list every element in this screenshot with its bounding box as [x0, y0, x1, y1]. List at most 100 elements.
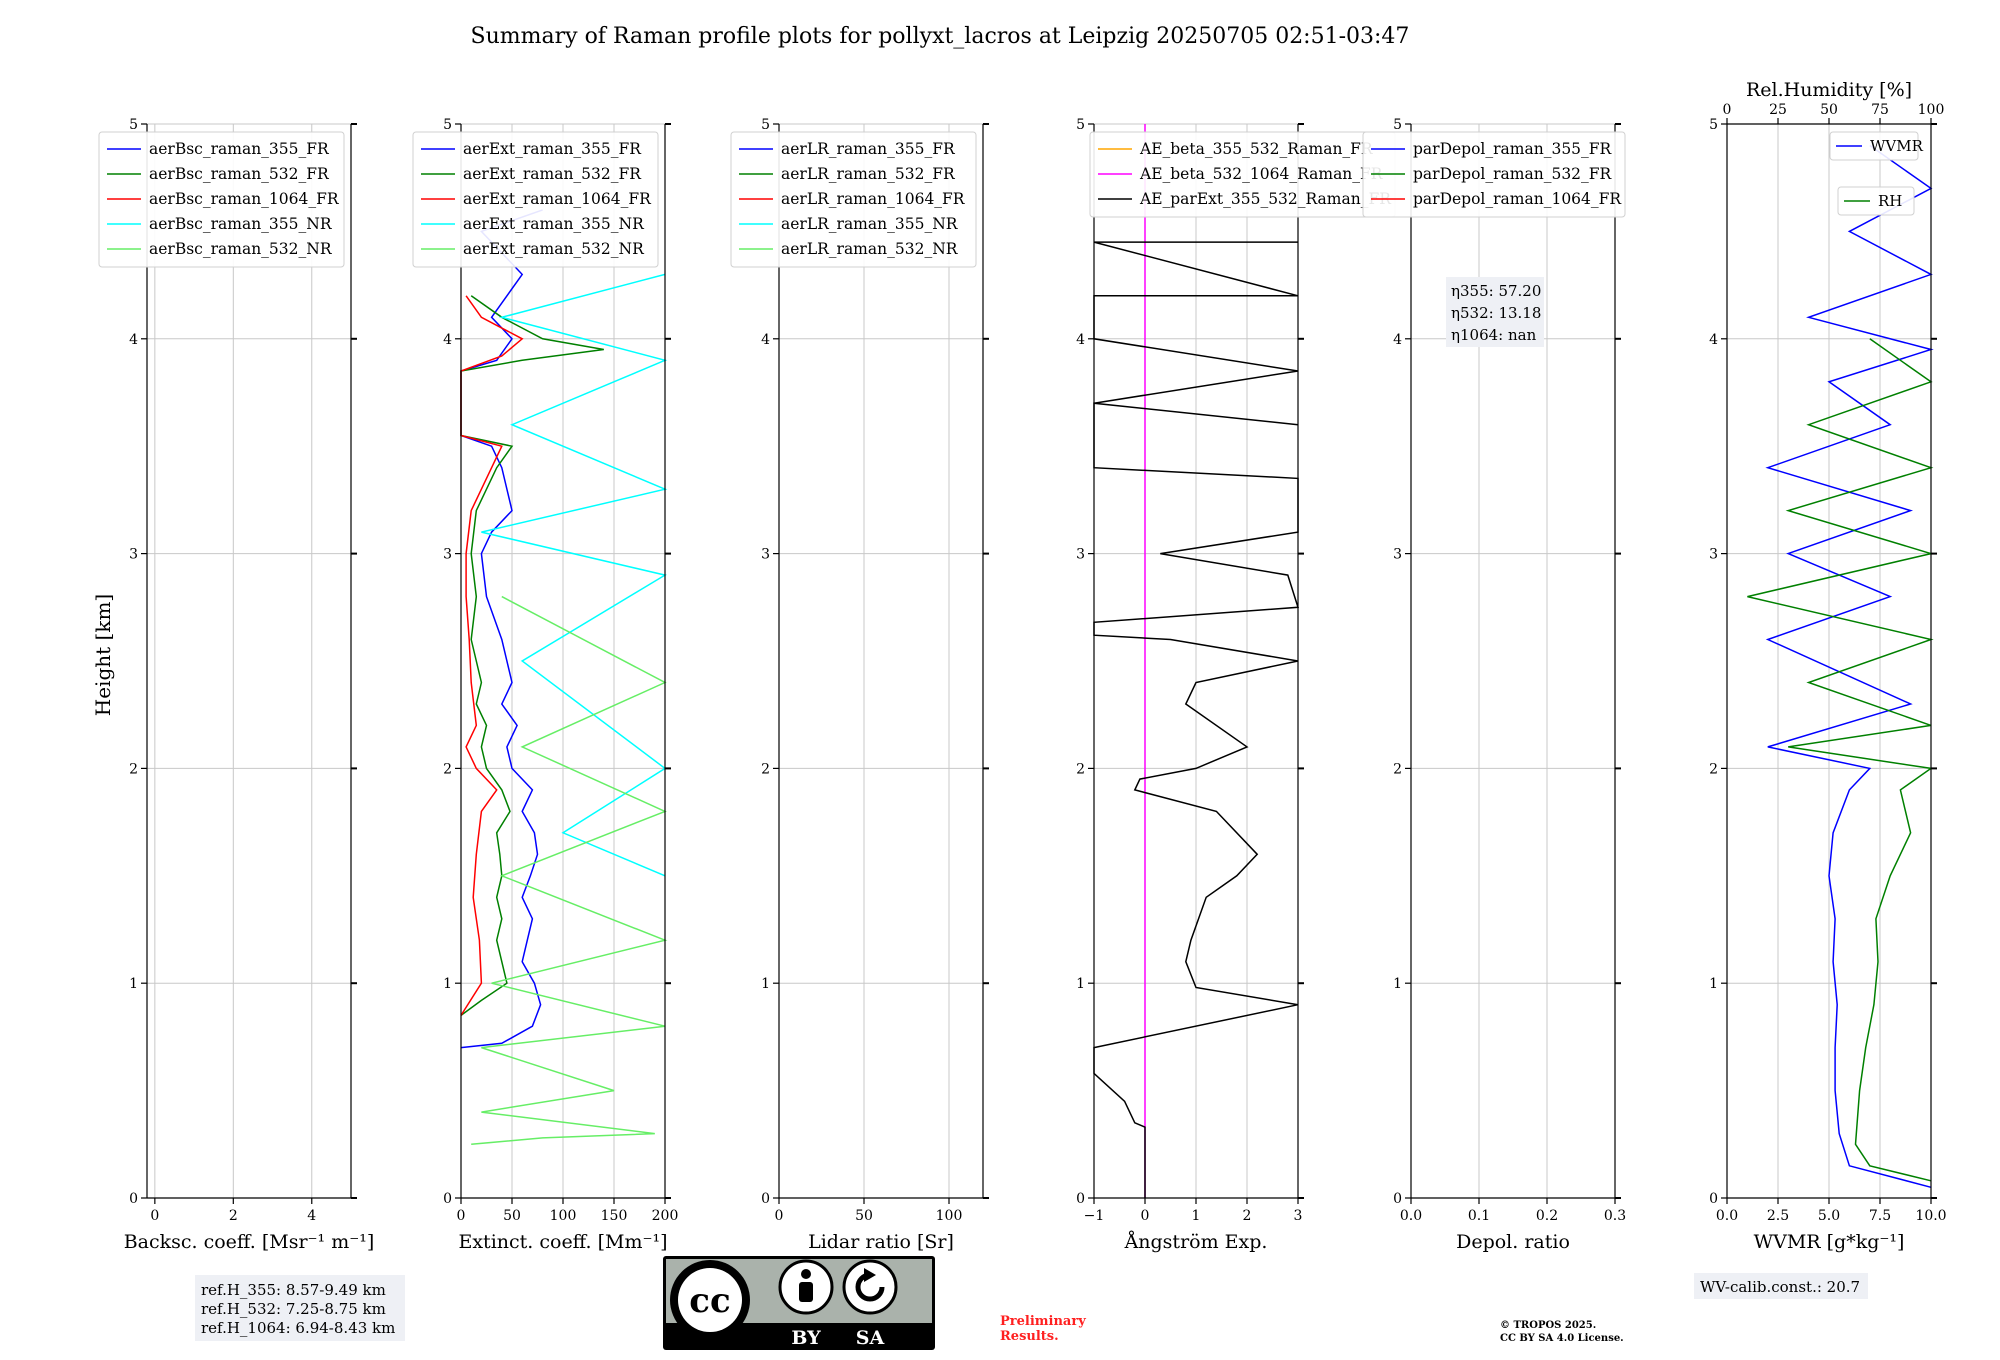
series-line [460, 209, 543, 1049]
x-axis-label: Extinct. coeff. [Mm⁻¹] [458, 1231, 667, 1253]
eta-box: η355: 57.20 η532: 13.18 η1064: nan [1446, 277, 1544, 347]
legend: aerLR_raman_355_FR aerLR_raman_532_FR aerL… [730, 131, 977, 268]
y-tick-label: 4 [129, 332, 138, 348]
y-axis-label: Height [km] [91, 594, 115, 716]
y-tick-label: 0 [1709, 1191, 1718, 1207]
y-tick-label: 3 [443, 547, 452, 563]
x-tick-label: 3 [1294, 1208, 1303, 1224]
x-tick-label: 0.0 [1400, 1208, 1422, 1224]
x2-tick-label: 0 [1723, 102, 1732, 118]
legend-label: aerLR_raman_532_NR [781, 240, 959, 258]
x-tick-label: 4 [307, 1208, 316, 1224]
series-line [460, 295, 604, 1017]
legend-label: aerExt_raman_532_FR [463, 165, 642, 183]
legend-frame [1362, 131, 1626, 218]
y-tick-label: 5 [1393, 117, 1402, 133]
legend-label: aerLR_raman_355_NR [781, 215, 959, 233]
legend-label: parDepol_raman_355_FR [1413, 140, 1613, 158]
panel-6: 0 1 2 3 4 5 0.0 2.5 5.0 7.5 10.0 WVMR [g*kg⁻¹] 0 25 50… [1709, 79, 1947, 1253]
x-tick-label: 0 [775, 1208, 784, 1224]
ref-heights-box: ref.H_355: 8.57-9.49 km ref.H_532: 7.25-… [195, 1275, 405, 1341]
x-tick-label: −1 [1084, 1208, 1105, 1224]
series-line [481, 273, 668, 877]
legend-label: aerExt_raman_355_NR [463, 215, 645, 233]
y-tick-label: 5 [761, 117, 770, 133]
y-tick-label: 0 [129, 1191, 138, 1207]
legend-label: WVMR [1870, 137, 1924, 155]
x-tick-label: 2 [1243, 1208, 1252, 1224]
x-tick-label: 5.0 [1818, 1208, 1840, 1224]
y-tick-label: 0 [1076, 1191, 1085, 1207]
x-tick-label: 100 [936, 1208, 963, 1224]
preliminary-line-2: Results. [1000, 1329, 1059, 1344]
y-tick-label: 2 [1076, 761, 1085, 777]
x2-tick-label: 75 [1871, 102, 1889, 118]
y-tick-label: 3 [1076, 547, 1085, 563]
y-tick-label: 0 [761, 1191, 770, 1207]
ref-h-355: ref.H_355: 8.57-9.49 km [201, 1281, 386, 1299]
legend-label: AE_beta_355_532_Raman_FR [1139, 140, 1374, 158]
legend-label: aerBsc_raman_532_NR [149, 240, 333, 258]
legend-label: AE_beta_532_1064_Raman_FR [1139, 165, 1384, 183]
y-tick-label: 3 [1393, 547, 1402, 563]
x-tick-label: 50 [503, 1208, 521, 1224]
x2-tick-label: 50 [1820, 102, 1838, 118]
series-line [471, 595, 668, 1146]
y-tick-label: 3 [1709, 547, 1718, 563]
legend-label: aerBsc_raman_532_FR [149, 165, 330, 183]
legend: AE_beta_355_532_Raman_FR AE_beta_532_1064… [1089, 131, 1396, 218]
copyright-line-1: © TROPOS 2025. [1500, 1320, 1596, 1331]
legend-label: RH [1878, 192, 1902, 210]
sa-label: SA [856, 1327, 885, 1349]
x-tick-label: 2 [229, 1208, 238, 1224]
x-tick-label: 7.5 [1869, 1208, 1891, 1224]
y-tick-label: 1 [761, 976, 770, 992]
legend-label: aerExt_raman_355_FR [463, 140, 642, 158]
x-tick-label: 0 [150, 1208, 159, 1224]
legend: WVMR RH [1829, 131, 1924, 216]
cc-icon-text: cc [689, 1281, 730, 1321]
y-tick-label: 4 [761, 332, 770, 348]
x2-axis-label: Rel.Humidity [%] [1746, 79, 1912, 101]
legend-label: aerLR_raman_1064_FR [781, 190, 966, 208]
x-tick-label: 2.5 [1767, 1208, 1789, 1224]
legend-label: aerLR_raman_355_FR [781, 140, 956, 158]
x-tick-label: 100 [550, 1208, 577, 1224]
x-axis-label: Lidar ratio [Sr] [808, 1231, 954, 1253]
x-tick-label: 0.2 [1536, 1208, 1558, 1224]
ref-h-1064: ref.H_1064: 6.94-8.43 km [201, 1319, 395, 1337]
series-line [1093, 241, 1300, 1198]
sa-share-icon [842, 1259, 898, 1315]
panel-5: 0 1 2 3 4 5 0.0 0.1 0.2 0.3 Depol. ratio parDepol_r… [1362, 117, 1626, 1253]
by-label: BY [791, 1327, 821, 1349]
x-axis-label: Depol. ratio [1456, 1231, 1570, 1253]
x-tick-label: 200 [652, 1208, 679, 1224]
legend-frame [730, 131, 977, 268]
x-tick-label: 10.0 [1915, 1208, 1946, 1224]
legend: aerExt_raman_355_FR aerExt_raman_532_FRae… [412, 131, 659, 268]
eta-532: η532: 13.18 [1451, 304, 1541, 322]
y-tick-label: 0 [1393, 1191, 1402, 1207]
x-tick-label: 150 [601, 1208, 628, 1224]
preliminary-line-1: Preliminary [1000, 1314, 1086, 1329]
legend-label: AE_parExt_355_532_Raman_FR [1139, 190, 1392, 208]
x-tick-label: 0.1 [1468, 1208, 1490, 1224]
ref-h-532: ref.H_532: 7.25-8.75 km [201, 1300, 386, 1318]
legend-label: parDepol_raman_1064_FR [1413, 190, 1622, 208]
x-tick-label: 50 [855, 1208, 873, 1224]
y-tick-label: 1 [1709, 976, 1718, 992]
y-tick-label: 4 [1076, 332, 1085, 348]
y-tick-label: 5 [1076, 117, 1085, 133]
y-tick-label: 4 [443, 332, 452, 348]
legend-label: aerBsc_raman_355_FR [149, 140, 330, 158]
y-tick-label: 4 [1709, 332, 1718, 348]
y-tick-label: 2 [1393, 761, 1402, 777]
legend-label: aerLR_raman_532_FR [781, 165, 956, 183]
wv-calib-text: WV-calib.const.: 20.7 [1700, 1278, 1860, 1296]
x-tick-label: 0.0 [1716, 1208, 1738, 1224]
y-tick-label: 5 [443, 117, 452, 133]
y-tick-label: 5 [1709, 117, 1718, 133]
